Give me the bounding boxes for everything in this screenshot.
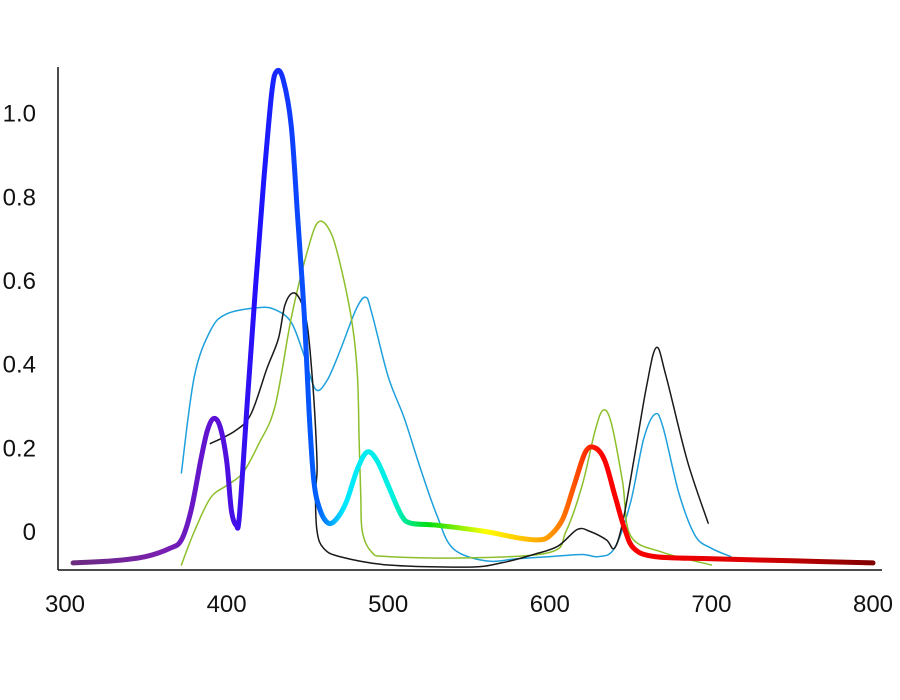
y-tick-label: 1.0 xyxy=(3,101,36,128)
y-tick-label: 0.4 xyxy=(3,352,36,379)
x-tick-labels: 300 400 500 600 700 800 xyxy=(45,591,893,618)
y-tick-labels: 0 0.2 0.4 0.6 0.8 1.0 xyxy=(3,101,36,546)
x-tick-label: 300 xyxy=(45,591,85,618)
y-tick-label: 0 xyxy=(23,519,36,546)
y-tick-label: 0.2 xyxy=(3,435,36,462)
axes xyxy=(57,67,882,571)
series-line-2 xyxy=(180,220,713,566)
series-line-spectral xyxy=(70,67,876,566)
x-tick-label: 500 xyxy=(368,591,408,618)
y-tick-label: 0.6 xyxy=(3,268,36,295)
x-tick-label: 600 xyxy=(530,591,570,618)
series-layer xyxy=(70,67,876,568)
series-line-1 xyxy=(180,296,732,563)
x-tick-label: 800 xyxy=(853,591,893,618)
x-tick-label: 400 xyxy=(207,591,247,618)
y-tick-label: 0.8 xyxy=(3,184,36,211)
series-line-3 xyxy=(209,292,709,568)
x-tick-label: 700 xyxy=(691,591,731,618)
